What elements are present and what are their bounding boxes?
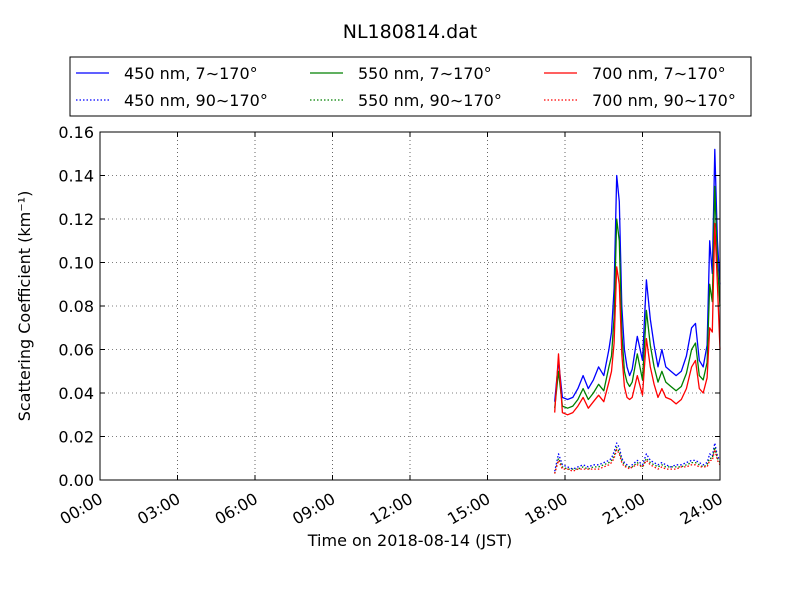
y-tick-label: 0.10: [58, 254, 94, 273]
series-line: [554, 442, 721, 472]
y-axis-label: Scattering Coefficient (km⁻¹): [15, 191, 34, 422]
series-line: [554, 448, 721, 474]
x-tick-label: 09:00: [289, 489, 338, 529]
legend-label: 450 nm, 90∼170°: [124, 91, 268, 110]
x-axis-label: Time on 2018-08-14 (JST): [307, 531, 512, 550]
y-tick-label: 0.06: [58, 341, 94, 360]
grid: [100, 132, 720, 480]
series-layer: [554, 148, 721, 474]
x-tick-label: 24:00: [677, 489, 726, 529]
y-tick-label: 0.12: [58, 210, 94, 229]
y-tick-label: 0.02: [58, 428, 94, 447]
legend-label: 450 nm, 7∼170°: [124, 64, 258, 83]
x-tick-label: 03:00: [134, 489, 183, 529]
y-tick-label: 0.04: [58, 384, 94, 403]
legend-label: 550 nm, 90∼170°: [358, 91, 502, 110]
x-tick-label: 06:00: [212, 489, 261, 529]
legend: 450 nm, 7∼170° 550 nm, 7∼170° 700 nm, 7∼17…: [69, 56, 752, 117]
x-tick-label: 21:00: [599, 489, 648, 529]
x-tick-label: 12:00: [367, 489, 416, 529]
axes: 0.00 0.02 0.04 0.06 0.08 0.10 0.12 0.14 0.16 00:0…: [57, 123, 726, 529]
series-line: [554, 148, 721, 402]
y-tick-label: 0.16: [58, 123, 94, 142]
legend-box: [69, 56, 752, 117]
series-line: [554, 446, 721, 474]
y-tick-label: 0.00: [58, 471, 94, 490]
legend-label: 700 nm, 90∼170°: [592, 91, 736, 110]
chart-title: NL180814.dat: [343, 21, 478, 43]
x-tick-label: 18:00: [522, 489, 571, 529]
y-tick-label: 0.08: [58, 297, 94, 316]
series-line: [554, 222, 721, 416]
y-tick-label: 0.14: [58, 167, 94, 186]
x-tick-label: 00:00: [57, 489, 106, 529]
x-tick-label: 15:00: [444, 489, 493, 529]
series-line: [554, 185, 721, 409]
legend-label: 550 nm, 7∼170°: [358, 64, 492, 83]
legend-label: 700 nm, 7∼170°: [592, 64, 726, 83]
